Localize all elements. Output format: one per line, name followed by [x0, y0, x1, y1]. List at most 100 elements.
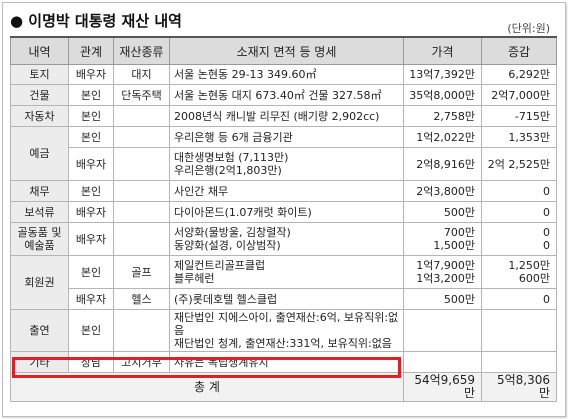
change-line: 0	[543, 226, 550, 239]
category-cell: 출연	[10, 309, 69, 352]
category-cell: 자동차	[10, 105, 69, 127]
change-cell: -715만	[481, 105, 557, 127]
price-cell	[403, 309, 482, 352]
change-line: 0	[543, 239, 550, 252]
change-cell	[481, 309, 557, 352]
price-line: 1억3,200만	[416, 272, 475, 285]
category-cell: 골동품 및 예술품	[10, 222, 69, 256]
description-line: 동양화(설경, 이상범작)	[174, 239, 281, 252]
change-cell: 1,353만	[481, 126, 557, 148]
price-cell: 500만	[403, 288, 482, 310]
relation-cell: 배우자	[68, 222, 114, 256]
change-cell: 2억 2,525만	[481, 147, 557, 181]
table-row: 보석류 배우자 다이아몬드(1.07캐럿 화이트) 500만 0	[10, 201, 557, 223]
category-cell: 토지	[10, 64, 69, 85]
category-cell: 보석류	[10, 201, 69, 223]
change-line: 1,250만	[508, 259, 550, 272]
table-row: 회원권 본인 골프 제일컨트리골프클럽 블루헤런 1억7,900만 1억3,20…	[10, 255, 557, 310]
kind-cell	[113, 105, 170, 127]
header-cell: 소재지 면적 등 명세	[169, 36, 404, 65]
kind-cell: 헬스	[113, 288, 170, 310]
asset-table: 내역 관계 재산종류 소재지 면적 등 명세 가격 증감 토지 배우자 대지 서…	[10, 36, 557, 402]
description-line: 제일컨트리골프클럽	[174, 259, 266, 272]
category-cell: 회원권	[10, 255, 69, 310]
relation-cell: 본인	[68, 309, 114, 352]
description-line: 서양화(물방울, 김창렬작)	[174, 226, 291, 239]
description-cell: (주)롯데호텔 헬스클럽	[169, 288, 404, 310]
description-cell: 서울 논현동 29-13 349.60㎡	[169, 64, 404, 85]
table-row: 채무 본인 사인간 채무 2억3,800만 0	[10, 180, 557, 202]
table-row: 배우자 대한생명보험 (7,113만) 우리은행(2억1,803만) 2억8,9…	[11, 147, 557, 181]
header-cell: 증감	[481, 36, 557, 65]
category-cell: 건물	[10, 84, 69, 106]
description-cell: 서울 논현동 대지 673.40㎡ 건물 327.58㎡	[169, 84, 404, 106]
kind-cell	[113, 222, 170, 256]
description-cell: 사인간 채무	[169, 180, 404, 202]
change-cell: 2억7,000만	[481, 84, 557, 106]
price-cell: 2,758만	[403, 105, 482, 127]
kind-cell	[113, 201, 170, 223]
kind-cell: 단독주택	[113, 84, 170, 106]
description-cell: 다이아몬드(1.07캐럿 화이트)	[169, 201, 404, 223]
total-row: 총 계 54억9,659만 5억8,306만	[10, 372, 557, 402]
description-line: 블루헤런	[174, 272, 215, 285]
description-line: 우리은행(2억1,803만)	[174, 164, 282, 177]
price-cell: 1억7,900만 1억3,200만	[403, 255, 482, 289]
change-cell: 0	[481, 201, 557, 223]
total-price: 54억9,659만	[403, 372, 482, 402]
relation-cell: 배우자	[68, 288, 114, 310]
relation-cell: 본인	[68, 84, 114, 106]
kind-cell	[113, 309, 170, 352]
table-row: 기타 장남 고지거부 사유는 독립생계유지	[10, 351, 557, 373]
price-cell: 700만 1,500만	[403, 222, 482, 256]
description-cell: 대한생명보험 (7,113만) 우리은행(2억1,803만)	[169, 147, 404, 181]
kind-cell	[113, 126, 170, 148]
description-cell: 서양화(물방울, 김창렬작) 동양화(설경, 이상범작)	[169, 222, 404, 256]
change-cell	[481, 351, 557, 373]
description-cell: 우리은행 등 6개 금융기관	[169, 126, 404, 148]
header-cell: 내역	[10, 36, 69, 65]
price-line: 1억7,900만	[416, 259, 475, 272]
change-cell: 0 0	[481, 222, 557, 256]
description-line: 재단법인 청계, 출연재산:331억, 보유직위:없음	[174, 337, 392, 350]
change-cell: 1,250만 600만	[481, 255, 557, 289]
kind-cell	[113, 147, 170, 181]
page-title: ● 이명박 대통령 재산 내역	[10, 12, 182, 30]
kind-cell: 대지	[113, 64, 170, 85]
price-line: 1,500만	[433, 239, 475, 252]
table-row: 자동차 본인 2008년식 캐니발 리무진 (배기량 2,902cc) 2,75…	[10, 105, 557, 127]
kind-cell: 골프	[113, 255, 170, 289]
change-cell: 0	[481, 180, 557, 202]
change-cell: 6,292만	[481, 64, 557, 85]
change-line: 600만	[518, 272, 550, 285]
table-row: 건물 본인 단독주택 서울 논현동 대지 673.40㎡ 건물 327.58㎡ …	[10, 84, 557, 106]
relation-cell: 배우자	[68, 201, 114, 223]
table-row: 골동품 및 예술품 배우자 서양화(물방울, 김창렬작) 동양화(설경, 이상범…	[10, 222, 557, 256]
price-cell: 2억3,800만	[403, 180, 482, 202]
price-cell: 35억8,000만	[403, 84, 482, 106]
relation-cell: 본인	[68, 255, 114, 289]
description-cell: 제일컨트리골프클럽 블루헤런	[169, 255, 404, 289]
description-line: 재단법인 지에스아이, 출연재산:6억, 보유직위:없음	[174, 311, 399, 337]
relation-cell: 배우자	[68, 64, 114, 85]
relation-cell: 본인	[68, 180, 114, 202]
unit-label: (단위:원)	[507, 22, 550, 35]
price-cell: 2억8,916만	[403, 147, 482, 181]
price-line: 700만	[443, 226, 475, 239]
category-cell: 채무	[10, 180, 69, 202]
header-cell: 가격	[403, 36, 482, 65]
highlight-box	[12, 357, 401, 378]
relation-cell: 배우자	[68, 147, 114, 181]
category-cell: 예금	[10, 126, 69, 181]
price-cell: 1억2,022만	[403, 126, 482, 148]
relation-cell: 본인	[68, 105, 114, 127]
total-change: 5억8,306만	[481, 372, 557, 402]
relation-cell: 본인	[68, 126, 114, 148]
kind-cell	[113, 180, 170, 202]
change-cell: 0	[481, 288, 557, 310]
price-cell	[403, 351, 482, 373]
table-row: 배우자 헬스 (주)롯데호텔 헬스클럽 500만 0	[11, 288, 557, 310]
description-cell: 2008년식 캐니발 리무진 (배기량 2,902cc)	[169, 105, 404, 127]
table-row: 토지 배우자 대지 서울 논현동 29-13 349.60㎡ 13억7,392만…	[10, 64, 557, 85]
table-row: 예금 본인 우리은행 등 6개 금융기관 1억2,022만 1,353만	[10, 126, 557, 181]
